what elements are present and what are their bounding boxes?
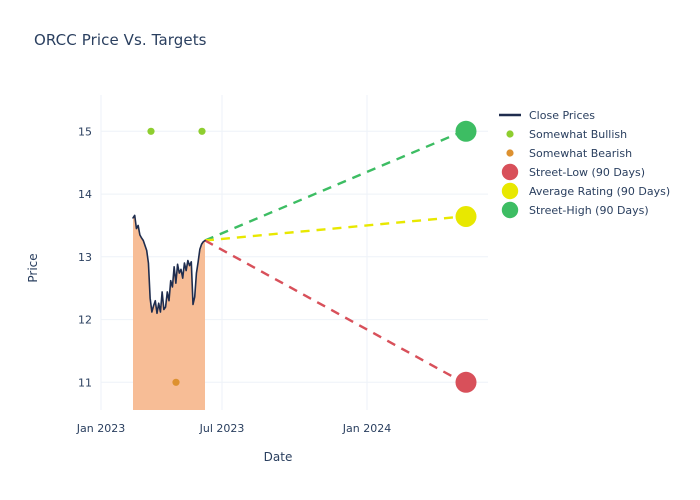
- average-rating-projection-line: [204, 215, 464, 242]
- average-rating-marker: [455, 206, 477, 227]
- x-axis-title: Date: [264, 450, 293, 464]
- y-tick-label: 12: [78, 314, 92, 327]
- legend-label: Street-Low (90 Days): [529, 166, 645, 179]
- street-high-marker: [455, 120, 477, 142]
- legend-item-somewhat-bearish[interactable]: Somewhat Bearish: [506, 147, 632, 160]
- legend-label: Average Rating (90 Days): [529, 185, 670, 198]
- projection-lines: [204, 130, 464, 384]
- y-tick-label: 15: [78, 125, 92, 138]
- close-prices-line: [132, 214, 206, 315]
- page-title: ORCC Price Vs. Targets: [34, 31, 207, 49]
- y-axis-ticks: 15 14 13 12 11: [78, 125, 92, 389]
- somewhat-bearish-marker: [172, 378, 180, 386]
- legend-label: Somewhat Bullish: [529, 128, 627, 141]
- x-tick-label: Jan 2024: [342, 422, 391, 435]
- dot-swatch-icon: [501, 201, 519, 219]
- street-low-marker: [455, 371, 477, 393]
- x-tick-label: Jul 2023: [199, 422, 245, 435]
- legend-item-close-prices[interactable]: Close Prices: [499, 109, 595, 122]
- legend-label: Close Prices: [529, 109, 595, 122]
- legend-label: Somewhat Bearish: [529, 147, 632, 160]
- legend-item-street-low[interactable]: Street-Low (90 Days): [501, 163, 645, 181]
- y-tick-label: 14: [78, 188, 92, 201]
- y-tick-label: 11: [78, 376, 92, 389]
- dot-swatch-icon: [506, 130, 514, 138]
- y-gridlines: [101, 130, 488, 383]
- target-markers: [455, 120, 477, 393]
- y-axis-title: Price: [26, 253, 40, 282]
- x-tick-label: Jan 2023: [76, 422, 125, 435]
- dot-swatch-icon: [501, 163, 519, 181]
- legend-item-somewhat-bullish[interactable]: Somewhat Bullish: [506, 128, 627, 141]
- x-axis-ticks: Jan 2023 Jul 2023 Jan 2024: [76, 422, 391, 435]
- dot-swatch-icon: [506, 149, 514, 157]
- legend-item-street-high[interactable]: Street-High (90 Days): [501, 201, 649, 219]
- legend-label: Street-High (90 Days): [529, 204, 649, 217]
- somewhat-bullish-marker: [198, 127, 206, 135]
- rating-markers: [147, 127, 206, 386]
- y-tick-label: 13: [78, 251, 92, 264]
- street-high-projection-line: [204, 130, 464, 242]
- street-low-projection-line: [204, 239, 464, 384]
- somewhat-bullish-marker: [147, 127, 155, 135]
- dot-swatch-icon: [501, 182, 519, 200]
- legend-item-average-rating[interactable]: Average Rating (90 Days): [501, 182, 670, 200]
- close-prices-area: [133, 215, 205, 410]
- x-gridlines: [100, 95, 368, 410]
- chart-legend: Close Prices Somewhat Bullish Somewhat B…: [499, 109, 670, 219]
